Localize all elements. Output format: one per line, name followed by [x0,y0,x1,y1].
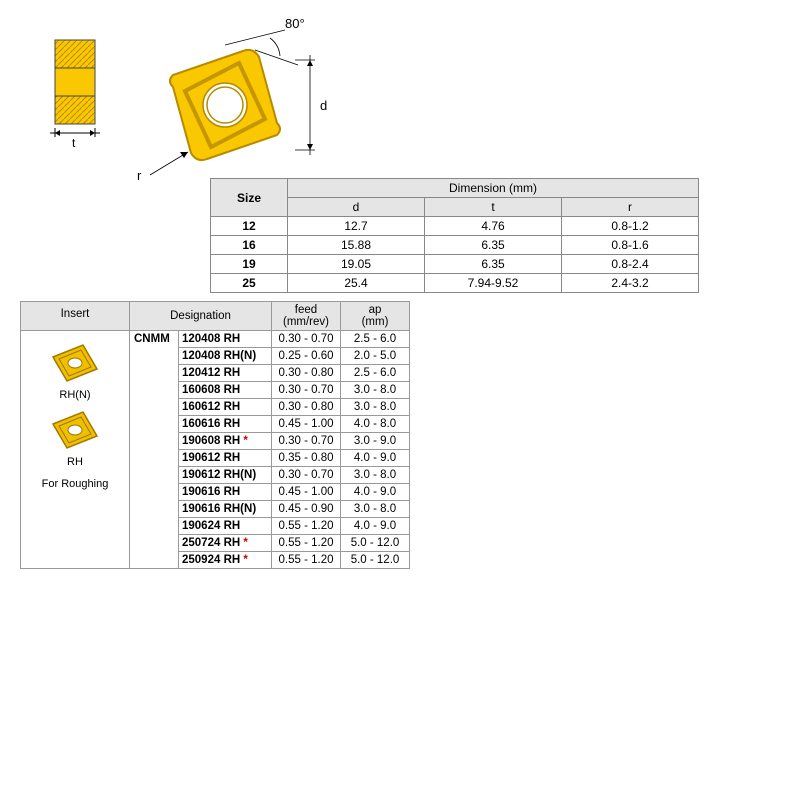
t-cell: 4.76 [425,217,562,236]
ap-cell: 3.0 - 8.0 [341,399,410,416]
feed-cell: 0.30 - 0.80 [272,365,341,382]
insert-label: RH(N) [25,389,125,401]
feed-cell: 0.45 - 1.00 [272,484,341,501]
feed-cell: 0.55 - 1.20 [272,535,341,552]
ap-cell: 5.0 - 12.0 [341,535,410,552]
star-icon: * [243,537,247,549]
table-row: RH(N) RH For Roughing CNMM120408 RH 0.30… [21,331,410,348]
col-d: d [288,198,425,217]
code-cell: 160608 RH [179,382,272,399]
col-r: r [562,198,699,217]
ap-cell: 4.0 - 9.0 [341,518,410,535]
size-cell: 19 [211,255,288,274]
table-row: 12 12.7 4.76 0.8-1.2 [211,217,699,236]
spec-table: Insert Designation feed (mm/rev) ap (mm)… [20,301,410,569]
ap-cell: 5.0 - 12.0 [341,552,410,569]
feed-cell: 0.30 - 0.70 [272,331,341,348]
code-cell: 190616 RH [179,484,272,501]
t-label: t [72,136,76,150]
feed-cell: 0.45 - 0.90 [272,501,341,518]
table-row: Insert Designation feed (mm/rev) ap (mm) [21,302,410,331]
d-cell: 25.4 [288,274,425,293]
top-view-diagram: 80° d r [130,10,360,188]
ap-cell: 3.0 - 9.0 [341,433,410,450]
table-row: 16 15.88 6.35 0.8-1.6 [211,236,699,255]
insert-icon [48,342,103,384]
insert-header: Insert [21,302,130,331]
code-cell: 120408 RH(N) [179,348,272,365]
dimension-table: Size Dimension (mm) d t r 12 12.7 4.76 0… [210,178,699,293]
ap-cell: 4.0 - 8.0 [341,416,410,433]
feed-cell: 0.25 - 0.60 [272,348,341,365]
t-cell: 7.94-9.52 [425,274,562,293]
size-cell: 25 [211,274,288,293]
side-view-svg: t [40,35,110,155]
diagram-section: t 80° d [10,10,790,198]
code-cell: 250724 RH * [179,535,272,552]
ap-cell: 3.0 - 8.0 [341,501,410,518]
group-cell: CNMM [130,331,179,569]
side-view-diagram: t [40,35,110,158]
code-cell: 120412 RH [179,365,272,382]
d-cell: 19.05 [288,255,425,274]
feed-cell: 0.55 - 1.20 [272,552,341,569]
ap-cell: 3.0 - 8.0 [341,467,410,484]
code-cell: 190612 RH(N) [179,467,272,484]
ap-cell: 2.5 - 6.0 [341,365,410,382]
col-t: t [425,198,562,217]
ap-cell: 2.0 - 5.0 [341,348,410,365]
code-cell: 160616 RH [179,416,272,433]
d-cell: 12.7 [288,217,425,236]
table-row: 25 25.4 7.94-9.52 2.4-3.2 [211,274,699,293]
star-icon: * [243,554,247,566]
d-cell: 15.88 [288,236,425,255]
insert-cell: RH(N) RH For Roughing [21,331,130,569]
t-cell: 6.35 [425,236,562,255]
ap-header: ap (mm) [341,302,410,331]
code-cell: 160612 RH [179,399,272,416]
ap-cell: 4.0 - 9.0 [341,484,410,501]
r-cell: 0.8-1.2 [562,217,699,236]
ap-cell: 4.0 - 9.0 [341,450,410,467]
t-cell: 6.35 [425,255,562,274]
ap-cell: 3.0 - 8.0 [341,382,410,399]
code-cell: 190616 RH(N) [179,501,272,518]
feed-cell: 0.35 - 0.80 [272,450,341,467]
table-row: 19 19.05 6.35 0.8-2.4 [211,255,699,274]
ap-cell: 2.5 - 6.0 [341,331,410,348]
feed-cell: 0.30 - 0.70 [272,382,341,399]
r-cell: 0.8-1.6 [562,236,699,255]
feed-header: feed (mm/rev) [272,302,341,331]
code-cell: 190612 RH [179,450,272,467]
feed-cell: 0.30 - 0.70 [272,433,341,450]
code-cell: 190608 RH * [179,433,272,450]
feed-cell: 0.30 - 0.70 [272,467,341,484]
r-label: r [137,168,142,183]
r-cell: 2.4-3.2 [562,274,699,293]
size-cell: 16 [211,236,288,255]
code-cell: 120408 RH [179,331,272,348]
code-cell: 250924 RH * [179,552,272,569]
insert-label: For Roughing [25,478,125,490]
star-icon: * [243,435,247,447]
size-cell: 12 [211,217,288,236]
feed-cell: 0.55 - 1.20 [272,518,341,535]
r-cell: 0.8-2.4 [562,255,699,274]
code-cell: 190624 RH [179,518,272,535]
designation-header: Designation [130,302,272,331]
feed-cell: 0.30 - 0.80 [272,399,341,416]
top-view-svg: 80° d r [130,10,360,185]
feed-cell: 0.45 - 1.00 [272,416,341,433]
insert-icon [48,409,103,451]
insert-label: RH [25,456,125,468]
angle-label: 80° [285,16,305,31]
d-label: d [320,98,327,113]
